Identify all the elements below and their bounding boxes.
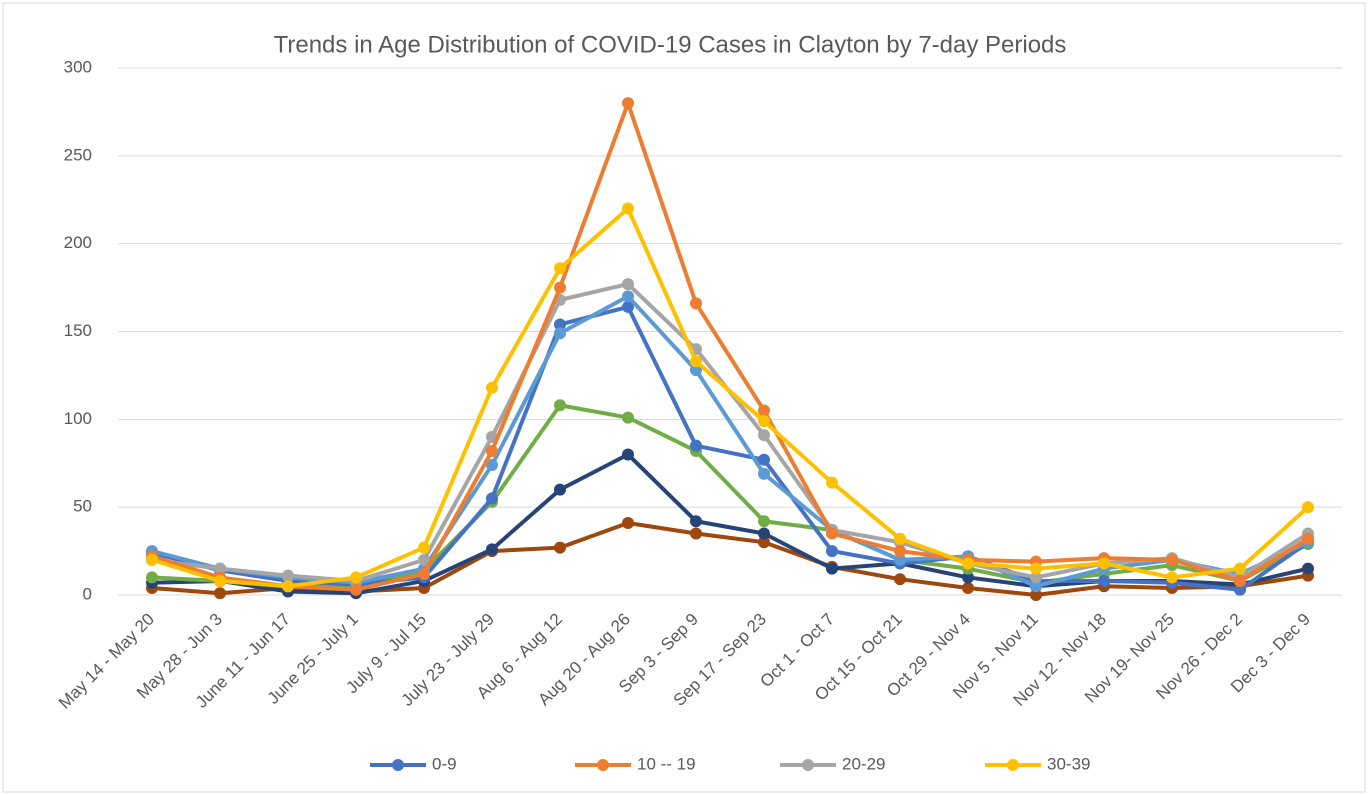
data-point xyxy=(962,571,974,584)
data-point xyxy=(1030,589,1042,601)
legend-label: 20-29 xyxy=(842,754,885,773)
legend-label: 30-39 xyxy=(1047,754,1090,773)
data-point xyxy=(622,300,634,313)
data-point xyxy=(894,545,906,558)
data-point xyxy=(622,278,634,291)
data-point xyxy=(758,415,770,428)
data-point xyxy=(486,459,498,472)
data-point xyxy=(758,536,770,549)
data-point xyxy=(1030,571,1042,584)
data-point xyxy=(418,541,430,554)
legend-marker xyxy=(1007,759,1019,771)
data-point xyxy=(1030,562,1042,575)
y-tick-label: 200 xyxy=(64,233,92,252)
data-point xyxy=(1098,574,1110,587)
data-point xyxy=(486,543,498,556)
data-point xyxy=(486,492,498,505)
data-point xyxy=(826,476,838,489)
data-point xyxy=(690,355,702,368)
data-point xyxy=(826,545,838,558)
data-point xyxy=(758,404,770,417)
data-point xyxy=(1234,583,1246,596)
data-point xyxy=(622,97,634,110)
data-point xyxy=(1234,574,1246,587)
y-tick-label: 250 xyxy=(64,145,92,164)
data-point xyxy=(758,453,770,466)
data-point xyxy=(1030,580,1042,593)
legend-label: 10 -- 19 xyxy=(637,754,696,773)
data-point xyxy=(1234,562,1246,575)
data-point xyxy=(1098,557,1110,570)
data-point xyxy=(622,290,634,303)
data-point xyxy=(758,429,770,442)
series-line xyxy=(151,206,1310,589)
data-point xyxy=(894,532,906,545)
data-point xyxy=(690,439,702,452)
y-tick-label: 0 xyxy=(83,584,92,603)
legend-marker xyxy=(392,759,404,771)
data-point xyxy=(894,573,906,586)
data-point xyxy=(894,553,906,566)
data-point xyxy=(962,557,974,570)
data-point xyxy=(486,381,498,394)
data-point xyxy=(146,553,158,566)
data-point xyxy=(690,515,702,528)
data-point xyxy=(282,580,294,593)
legend-marker xyxy=(802,759,814,771)
y-tick-label: 50 xyxy=(73,497,92,516)
data-point xyxy=(690,297,702,310)
data-point xyxy=(214,562,226,575)
data-point xyxy=(758,515,770,528)
y-tick-label: 100 xyxy=(64,409,92,428)
data-point xyxy=(1302,532,1314,545)
data-point xyxy=(554,327,566,340)
data-point xyxy=(146,571,158,584)
y-tick-label: 300 xyxy=(64,57,92,76)
data-point xyxy=(758,467,770,480)
data-point xyxy=(554,399,566,412)
data-point xyxy=(1302,562,1314,575)
data-point xyxy=(282,569,294,582)
data-point xyxy=(1166,571,1178,584)
data-point xyxy=(758,527,770,540)
data-point xyxy=(962,581,974,594)
data-point xyxy=(554,541,566,554)
data-point xyxy=(622,448,634,461)
y-tick-label: 150 xyxy=(64,321,92,340)
data-point xyxy=(554,281,566,294)
data-point xyxy=(690,527,702,540)
data-point xyxy=(350,571,362,584)
data-point xyxy=(554,483,566,496)
data-point xyxy=(554,318,566,331)
data-point xyxy=(1302,501,1314,514)
legend-label: 0-9 xyxy=(432,754,457,773)
data-point xyxy=(622,202,634,215)
data-point xyxy=(214,574,226,587)
data-point xyxy=(826,562,838,575)
legend-marker xyxy=(597,759,609,771)
chart-title: Trends in Age Distribution of COVID-19 C… xyxy=(274,31,1067,58)
data-point xyxy=(826,527,838,540)
series-line xyxy=(151,101,1310,592)
series-line xyxy=(151,304,1310,592)
data-point xyxy=(690,364,702,377)
data-point xyxy=(418,567,430,580)
data-point xyxy=(622,411,634,424)
data-point xyxy=(622,516,634,529)
data-point xyxy=(486,444,498,457)
data-point xyxy=(554,262,566,275)
series-line xyxy=(151,403,1309,589)
data-point xyxy=(418,553,430,566)
data-point xyxy=(1166,553,1178,566)
data-point xyxy=(350,583,362,596)
data-point xyxy=(214,587,226,600)
